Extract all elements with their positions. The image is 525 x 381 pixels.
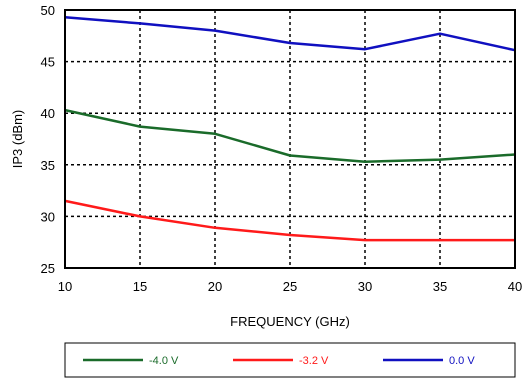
x-tick-label: 15: [133, 279, 147, 294]
y-tick-label: 50: [41, 3, 55, 18]
series-line: [64, 15, 516, 52]
y-tick-label: 30: [41, 209, 55, 224]
y-tick-label: 40: [41, 106, 55, 121]
y-tick-label: 45: [41, 55, 55, 70]
legend-label: -3.2 V: [299, 355, 329, 367]
legend-box: [64, 342, 516, 378]
x-axis-title: FREQUENCY (GHz): [230, 314, 350, 329]
plot-frame: [64, 9, 516, 269]
x-tick-label: 20: [208, 279, 222, 294]
axis-ticks: 10 15 20 25 30 35 40 25 30 35 40 45 50: [41, 3, 523, 294]
x-tick-label: 30: [358, 279, 372, 294]
legend: -4.0 V -3.2 V 0.0 V: [83, 355, 475, 367]
series-line: [64, 108, 516, 163]
y-axis-title: IP3 (dBm): [10, 110, 25, 169]
y-tick-label: 35: [41, 158, 55, 173]
legend-label: 0.0 V: [449, 355, 475, 367]
x-tick-label: 25: [283, 279, 297, 294]
x-tick-label: 10: [58, 279, 72, 294]
series-lines: [64, 15, 516, 242]
series-line: [64, 199, 515, 242]
y-tick-label: 25: [41, 261, 55, 276]
x-tick-label: 35: [433, 279, 447, 294]
legend-label: -4.0 V: [149, 355, 179, 367]
x-tick-label: 40: [508, 279, 522, 294]
grid-lines: [65, 10, 515, 268]
